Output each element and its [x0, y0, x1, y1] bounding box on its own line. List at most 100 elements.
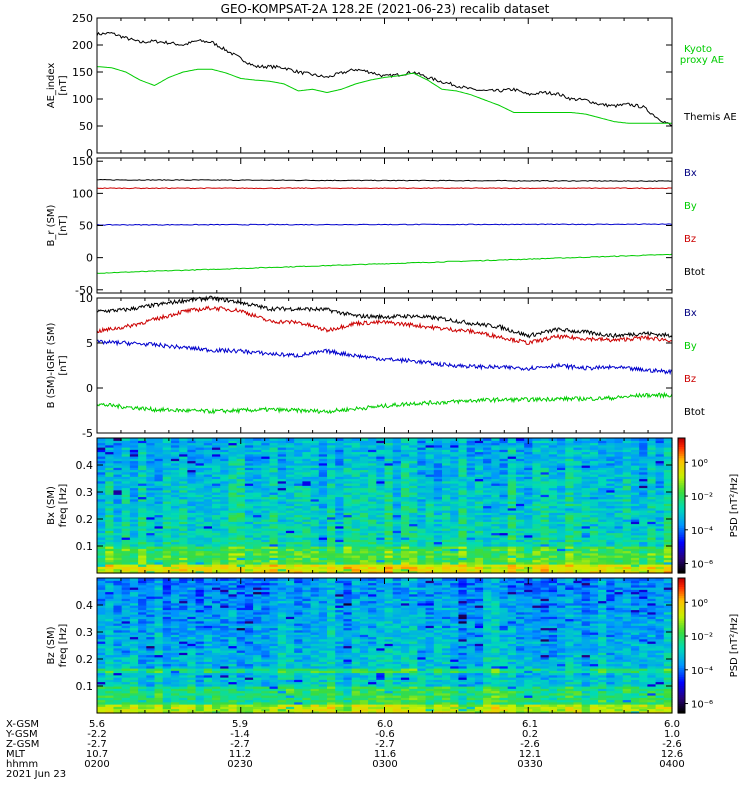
spectrogram-cell [466, 501, 476, 504]
spectrogram-cell [129, 503, 139, 507]
spectrogram-cell [639, 543, 648, 547]
spectrogram-cell [179, 510, 188, 513]
spectrogram-cell [179, 440, 188, 444]
spectrogram-cell [351, 487, 361, 491]
spectrogram-cell [573, 447, 583, 450]
spectrogram-cell [253, 566, 262, 570]
spectrogram-cell [614, 532, 624, 536]
spectrogram-cell [474, 487, 484, 491]
spectrogram-cell [310, 462, 320, 466]
spectrogram-cell [499, 442, 509, 446]
spectrogram-cell [409, 519, 418, 522]
spectrogram-cell [639, 519, 648, 522]
spectrogram-cell [548, 550, 558, 554]
spectrogram-cell [285, 447, 295, 450]
spectrogram-cell [244, 543, 254, 547]
spectrogram-cell [409, 469, 418, 473]
spectrogram-cell [302, 510, 312, 513]
spectrogram-cell [318, 519, 328, 522]
spectrogram-cell [228, 498, 238, 502]
spectrogram-cell [129, 465, 139, 468]
spectrogram-cell [195, 507, 205, 511]
spectrogram-cell [630, 514, 640, 518]
spectrogram-cell [113, 521, 123, 525]
spectrogram-cell [335, 543, 345, 547]
spectrogram-cell [450, 449, 460, 453]
spectrogram-cell [195, 505, 205, 509]
spectrogram-cell [351, 447, 361, 450]
spectrogram-cell [532, 451, 542, 455]
spectrogram-cell [400, 548, 410, 552]
spectrogram-cell [532, 469, 542, 473]
spectrogram-cell [532, 485, 542, 489]
spectrogram-cell [195, 453, 205, 457]
spectrogram-cell [302, 521, 312, 525]
series-btot [96, 223, 673, 226]
spectrogram-cell [170, 537, 180, 540]
spectrogram-cell [417, 489, 427, 493]
spectrogram-cell [622, 478, 632, 482]
spectrogram-cell [540, 501, 550, 504]
spectrogram-cell [220, 449, 230, 453]
spectrogram-cell [162, 447, 172, 450]
spectrogram-cell [105, 530, 115, 534]
spectrogram-cell [499, 552, 509, 556]
spectrogram-cell [277, 501, 287, 504]
spectrogram-cell [105, 550, 115, 554]
spectrogram-cell [548, 447, 558, 450]
spectrogram-cell [540, 514, 550, 518]
spectrogram-cell [195, 510, 205, 513]
spectrogram-cell [277, 516, 287, 520]
spectrogram-cell [105, 548, 115, 552]
spectrogram-cell [630, 534, 640, 538]
spectrogram-cell [417, 532, 427, 536]
spectrogram-cell [187, 494, 197, 498]
spectrogram-cell [499, 706, 509, 710]
spectrogram-cell [565, 541, 575, 545]
spectrogram-cell [253, 451, 262, 455]
spectrogram-cell [294, 507, 303, 511]
spectrogram-cell [162, 480, 172, 484]
spectrogram-cell [113, 496, 123, 500]
spectrogram-cell [606, 559, 616, 563]
spectrogram-cell [302, 451, 312, 455]
spectrogram-cell [598, 485, 607, 489]
spectrogram-cell [540, 561, 550, 565]
spectrogram-cell [129, 537, 139, 540]
spectrogram-cell [598, 438, 607, 441]
spectrogram-cell [146, 505, 156, 509]
spectrogram-cell [663, 561, 673, 565]
spectrogram-cell [376, 557, 386, 561]
spectrogram-cell [639, 561, 648, 565]
spectrogram-cell [450, 456, 460, 459]
spectrogram-cell [663, 528, 673, 531]
spectrogram-cell [573, 566, 583, 570]
spectrogram-cell [212, 478, 221, 482]
series-bz [96, 187, 673, 190]
spectrogram-cell [425, 438, 435, 441]
spectrogram-cell [179, 543, 188, 547]
spectrogram-cell [392, 564, 402, 567]
spectrogram-cell [630, 548, 640, 552]
spectrogram-cell [244, 552, 254, 556]
spectrogram-cell [277, 541, 287, 545]
spectrogram-cell [630, 704, 640, 707]
spectrogram-cell [483, 507, 492, 511]
spectrogram-cell [614, 537, 624, 540]
spectrogram-cell [647, 537, 657, 540]
spectrogram-cell [606, 704, 616, 707]
spectrogram-cell [310, 444, 320, 448]
spectrogram-cell [507, 566, 517, 570]
spectrogram-cell [154, 699, 164, 703]
spectrogram-cell [466, 532, 476, 536]
spectrogram-cell [400, 543, 410, 547]
spectrogram-cell [359, 512, 369, 516]
spectrogram-cell [154, 701, 164, 705]
spectrogram-cell [269, 699, 279, 703]
spectrogram-cell [327, 706, 336, 710]
spectrogram-cell [589, 478, 599, 482]
spectrogram-cell [253, 458, 262, 462]
spectrogram-cell [565, 498, 575, 502]
spectrogram-cell [310, 525, 320, 529]
spectrogram-cell [162, 708, 172, 712]
